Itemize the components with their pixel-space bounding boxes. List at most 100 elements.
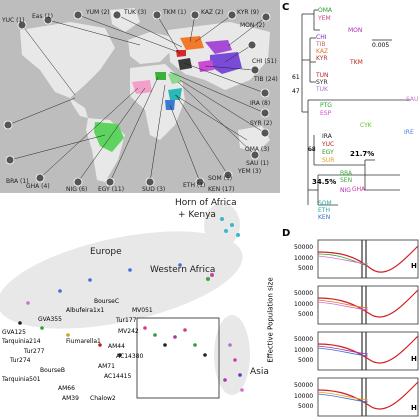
y-axis-label: Effective Population size (266, 277, 275, 363)
tick-10000-d: 10000 (294, 393, 314, 400)
label-ken: KEN (17) (208, 186, 235, 193)
sample-boursec: BourseC (94, 298, 120, 305)
label-chi: CHI (51) (252, 58, 277, 65)
popsize-svg (317, 239, 419, 417)
panel-letter-c: C (282, 2, 290, 13)
tick-50000-c: 50000 (294, 336, 314, 343)
tip-egy: EGY (322, 149, 334, 156)
world-map-panel: YUC (1) Eas (1) YUM (2) TUK (3) TKM (1) … (0, 0, 280, 193)
tip-esp: ESP (320, 110, 332, 117)
tip-ptg: PTG (320, 102, 332, 109)
label-gha: GHA (4) (26, 183, 50, 190)
tick-50000-b: 50000 (294, 290, 314, 297)
tip-sau: SAU (406, 96, 419, 103)
central-america (70, 98, 88, 118)
tick-50000-a: 50000 (294, 244, 314, 251)
tip-ira: IRA (322, 133, 332, 140)
tip-sur: SUR (322, 157, 335, 164)
sample-tarquinia214: Tarquinia214 (2, 338, 41, 345)
sample-ac14415: AC14415 (104, 373, 132, 380)
mongolia-region (205, 40, 232, 54)
tip-sen: SEN (340, 177, 353, 184)
turkmenistan-region (176, 50, 186, 57)
tip-kyr: KYR (316, 55, 328, 62)
sample-tur177: Tur177 (116, 317, 137, 324)
region-asia: Asia (250, 367, 269, 377)
sample-mv051: MV051 (132, 307, 153, 314)
scatter-svg (0, 203, 250, 399)
sample-tarquinia501: Tarquinia501 (2, 376, 41, 383)
tick-10000-a: 10000 (294, 255, 314, 262)
arabia-region (168, 72, 182, 84)
label-nig: NIG (6) (66, 186, 88, 193)
label-bra: BRA (1) (6, 178, 29, 185)
sample-bourseb: BourseB (40, 367, 65, 374)
tip-syr: SYR (316, 79, 328, 86)
tip-chi: CHI (316, 34, 327, 41)
tick-10000-b: 10000 (294, 301, 314, 308)
tick-5000-b: 5000 (298, 311, 314, 318)
tip-eth: ETH (318, 207, 330, 214)
side-label-2: H (411, 355, 417, 363)
sample-gva125: GVA125 (2, 329, 26, 336)
scatter-panel: Europe Horn of Africa + Kenya Western Af… (0, 195, 275, 420)
tip-tuk: TUK (316, 86, 328, 93)
sample-albufeira: Albufeira1x1 (66, 307, 105, 314)
north-america (20, 22, 115, 98)
region-europe: Europe (90, 247, 122, 257)
tip-cyk: CYK (360, 122, 372, 129)
node-61: 61 (292, 74, 300, 81)
pct-21: 21.7% (350, 150, 375, 158)
label-sau: SAU (1) (246, 160, 269, 167)
tip-yuc: YUC (322, 141, 335, 148)
label-syr: SYR (2) (250, 120, 273, 127)
label-yem: YEM (3) (238, 168, 262, 175)
side-label-3: H (411, 404, 417, 412)
tick-5000-a: 5000 (298, 265, 314, 272)
tree-svg (301, 9, 410, 206)
tree-panel: C (280, 0, 420, 228)
tick-5000-d: 5000 (298, 403, 314, 410)
node-47: 47 (292, 88, 300, 95)
tip-yem: YEM (318, 15, 331, 22)
brazil (94, 122, 124, 152)
tip-tib: TIB (316, 41, 326, 48)
tick-10000-c: 10000 (294, 347, 314, 354)
tick-50000-d: 50000 (294, 382, 314, 389)
region-horn: Horn of Africa (175, 198, 237, 208)
sample-ac14380: AC14380 (116, 353, 144, 360)
leader-lines (7, 14, 267, 183)
tip-nig: NIG (340, 187, 351, 194)
sample-am66: AM66 (58, 385, 75, 392)
egypt-region (155, 72, 166, 80)
label-tib: TIB (24) (254, 76, 278, 83)
sample-tur277: Tur277 (24, 348, 45, 355)
kazakhstan-region (180, 36, 204, 50)
tip-tun: TUN (316, 72, 329, 79)
label-yuc: YUC (1) (2, 17, 25, 24)
tick-5000-c: 5000 (298, 357, 314, 364)
sample-fiumarella: Fiumarella1 (66, 338, 101, 345)
label-kaz: KAZ (2) (201, 9, 224, 16)
label-sud: SUD (3) (142, 186, 166, 193)
node-68: 68 (308, 146, 316, 153)
label-eth: ETH (1) (183, 182, 206, 189)
tip-gha: GHA (352, 186, 366, 193)
label-egy: EGY (11) (98, 186, 125, 193)
sample-am44: AM44 (108, 343, 125, 350)
side-label-1: H (411, 262, 417, 270)
tip-ken: KEN (318, 214, 331, 221)
tip-oma: OMA (318, 7, 333, 14)
tip-mon: MON (348, 27, 363, 34)
label-ira: IRA (8) (250, 100, 271, 107)
world-map (3, 8, 271, 187)
sample-tur274: Tur274 (10, 357, 31, 364)
label-eas: Eas (1) (32, 13, 53, 20)
europe-land (128, 32, 172, 64)
popsize-panel: D Effective Population size (267, 228, 420, 420)
label-tuk: TUK (3) (124, 9, 147, 16)
west-africa-region (132, 80, 152, 94)
tip-ire: IRE (404, 129, 414, 136)
panel-letter-d: D (282, 228, 291, 239)
region-kenya: + Kenya (178, 210, 216, 220)
